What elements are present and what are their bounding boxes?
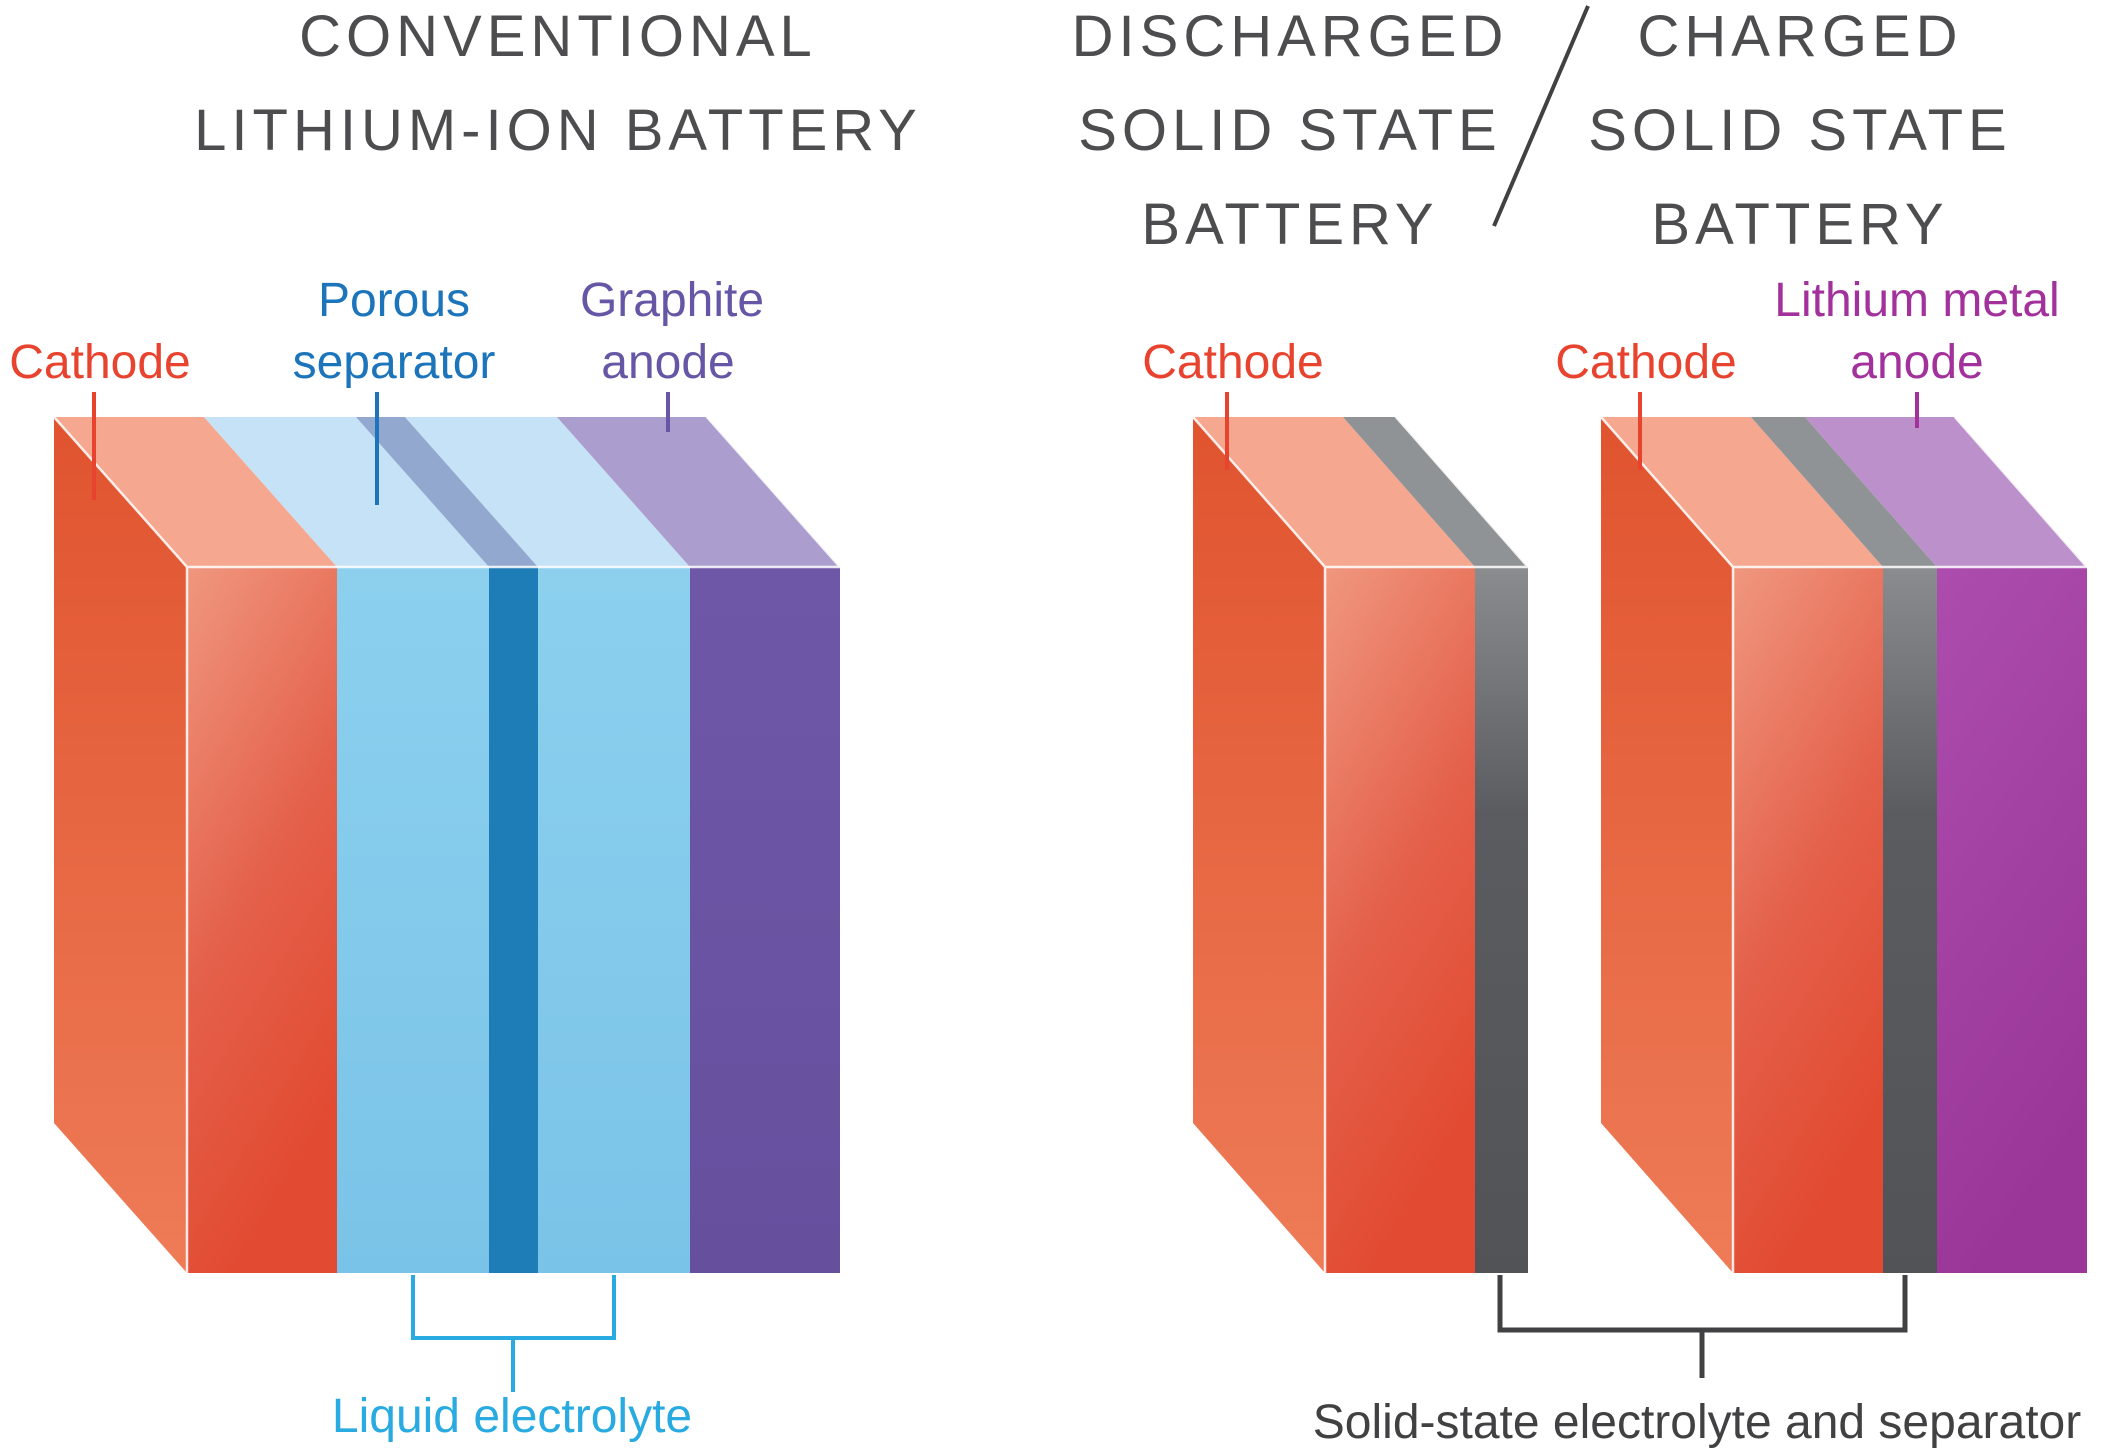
li-cathode-top-face (54, 417, 337, 567)
ssc-electrolyte-front-face (1883, 567, 1937, 1273)
li-cathode-front-face (187, 567, 337, 1273)
left-title-line-2: LITHIUM-ION BATTERY (194, 98, 922, 163)
liquid-electrolyte-label: Liquid electrolyte (332, 1390, 692, 1443)
ssd-cathode-front-face (1325, 567, 1475, 1273)
li-cathode-side-face (54, 417, 187, 1273)
ssd-cathode-top-face (1193, 417, 1475, 567)
li-anode-top-face (557, 417, 840, 567)
ssc-anode-top-face (1805, 417, 2087, 567)
li-separator-front-face (489, 567, 538, 1273)
ssd-cathode-label: Cathode (1142, 336, 1323, 389)
discharged-title-line-2: SOLID STATE (1078, 98, 1501, 163)
title-divider-slash (1492, 5, 1590, 227)
discharged-title-line-3: BATTERY (1141, 192, 1438, 257)
ssd-cathode-side-face (1193, 417, 1325, 1273)
discharged-battery-block (1191, 415, 1530, 1275)
charged-title-line-2: SOLID STATE (1588, 98, 2011, 163)
ssc-cathode-side-face (1601, 417, 1733, 1273)
ssd-electrolyte-front-face (1475, 567, 1528, 1273)
li-electrolyte-front-face-2 (538, 567, 690, 1273)
ssd-electrolyte-top-face (1343, 417, 1528, 567)
lithium-anode-label-line-1: Lithium metal (1774, 274, 2059, 327)
lithium-anode-label-line-2: anode (1850, 336, 1983, 389)
li-cathode-label: Cathode (9, 336, 190, 389)
li-anode-label-line-2: anode (601, 336, 734, 389)
solid-electrolyte-bracket (1497, 1275, 1908, 1378)
ssc-electrolyte-top-face (1751, 417, 1937, 567)
solid-electrolyte-label: Solid-state electrolyte and separator (1313, 1396, 2081, 1449)
li-electrolyte-front-face-1 (337, 567, 489, 1273)
charged-title-line-1: CHARGED (1637, 4, 1962, 69)
li-anode-label-line-1: Graphite (580, 274, 764, 327)
li-block-edge-highlights (52, 415, 842, 1275)
ssc-cathode-top-face (1601, 417, 1883, 567)
li-anode-front-face (690, 567, 840, 1273)
li-electrolyte-top-face-2 (405, 417, 690, 567)
li-separator-label-line-2: separator (293, 336, 496, 389)
li-separator-label-line-1: Porous (318, 274, 470, 327)
ssd-block-edge-highlights (1191, 415, 1530, 1275)
li-separator-top-face (356, 417, 538, 567)
ssc-anode-front-face (1937, 567, 2087, 1273)
left-title-line-1: CONVENTIONAL (299, 4, 817, 69)
charged-battery-block (1599, 415, 2089, 1275)
conventional-battery-section: CONVENTIONAL LITHIUM-ION BATTERY Cathode… (9, 4, 922, 1443)
solid-state-battery-section: DISCHARGED SOLID STATE BATTERY CHARGED S… (1072, 4, 2089, 1449)
li-electrolyte-top-face-1 (204, 417, 489, 567)
ssc-cathode-label: Cathode (1555, 336, 1736, 389)
liquid-electrolyte-bracket (411, 1275, 616, 1392)
discharged-title-line-1: DISCHARGED (1072, 4, 1509, 69)
ssc-block-edge-highlights (1599, 415, 2089, 1275)
charged-title-line-3: BATTERY (1651, 192, 1948, 257)
ssc-cathode-front-face (1733, 567, 1883, 1273)
